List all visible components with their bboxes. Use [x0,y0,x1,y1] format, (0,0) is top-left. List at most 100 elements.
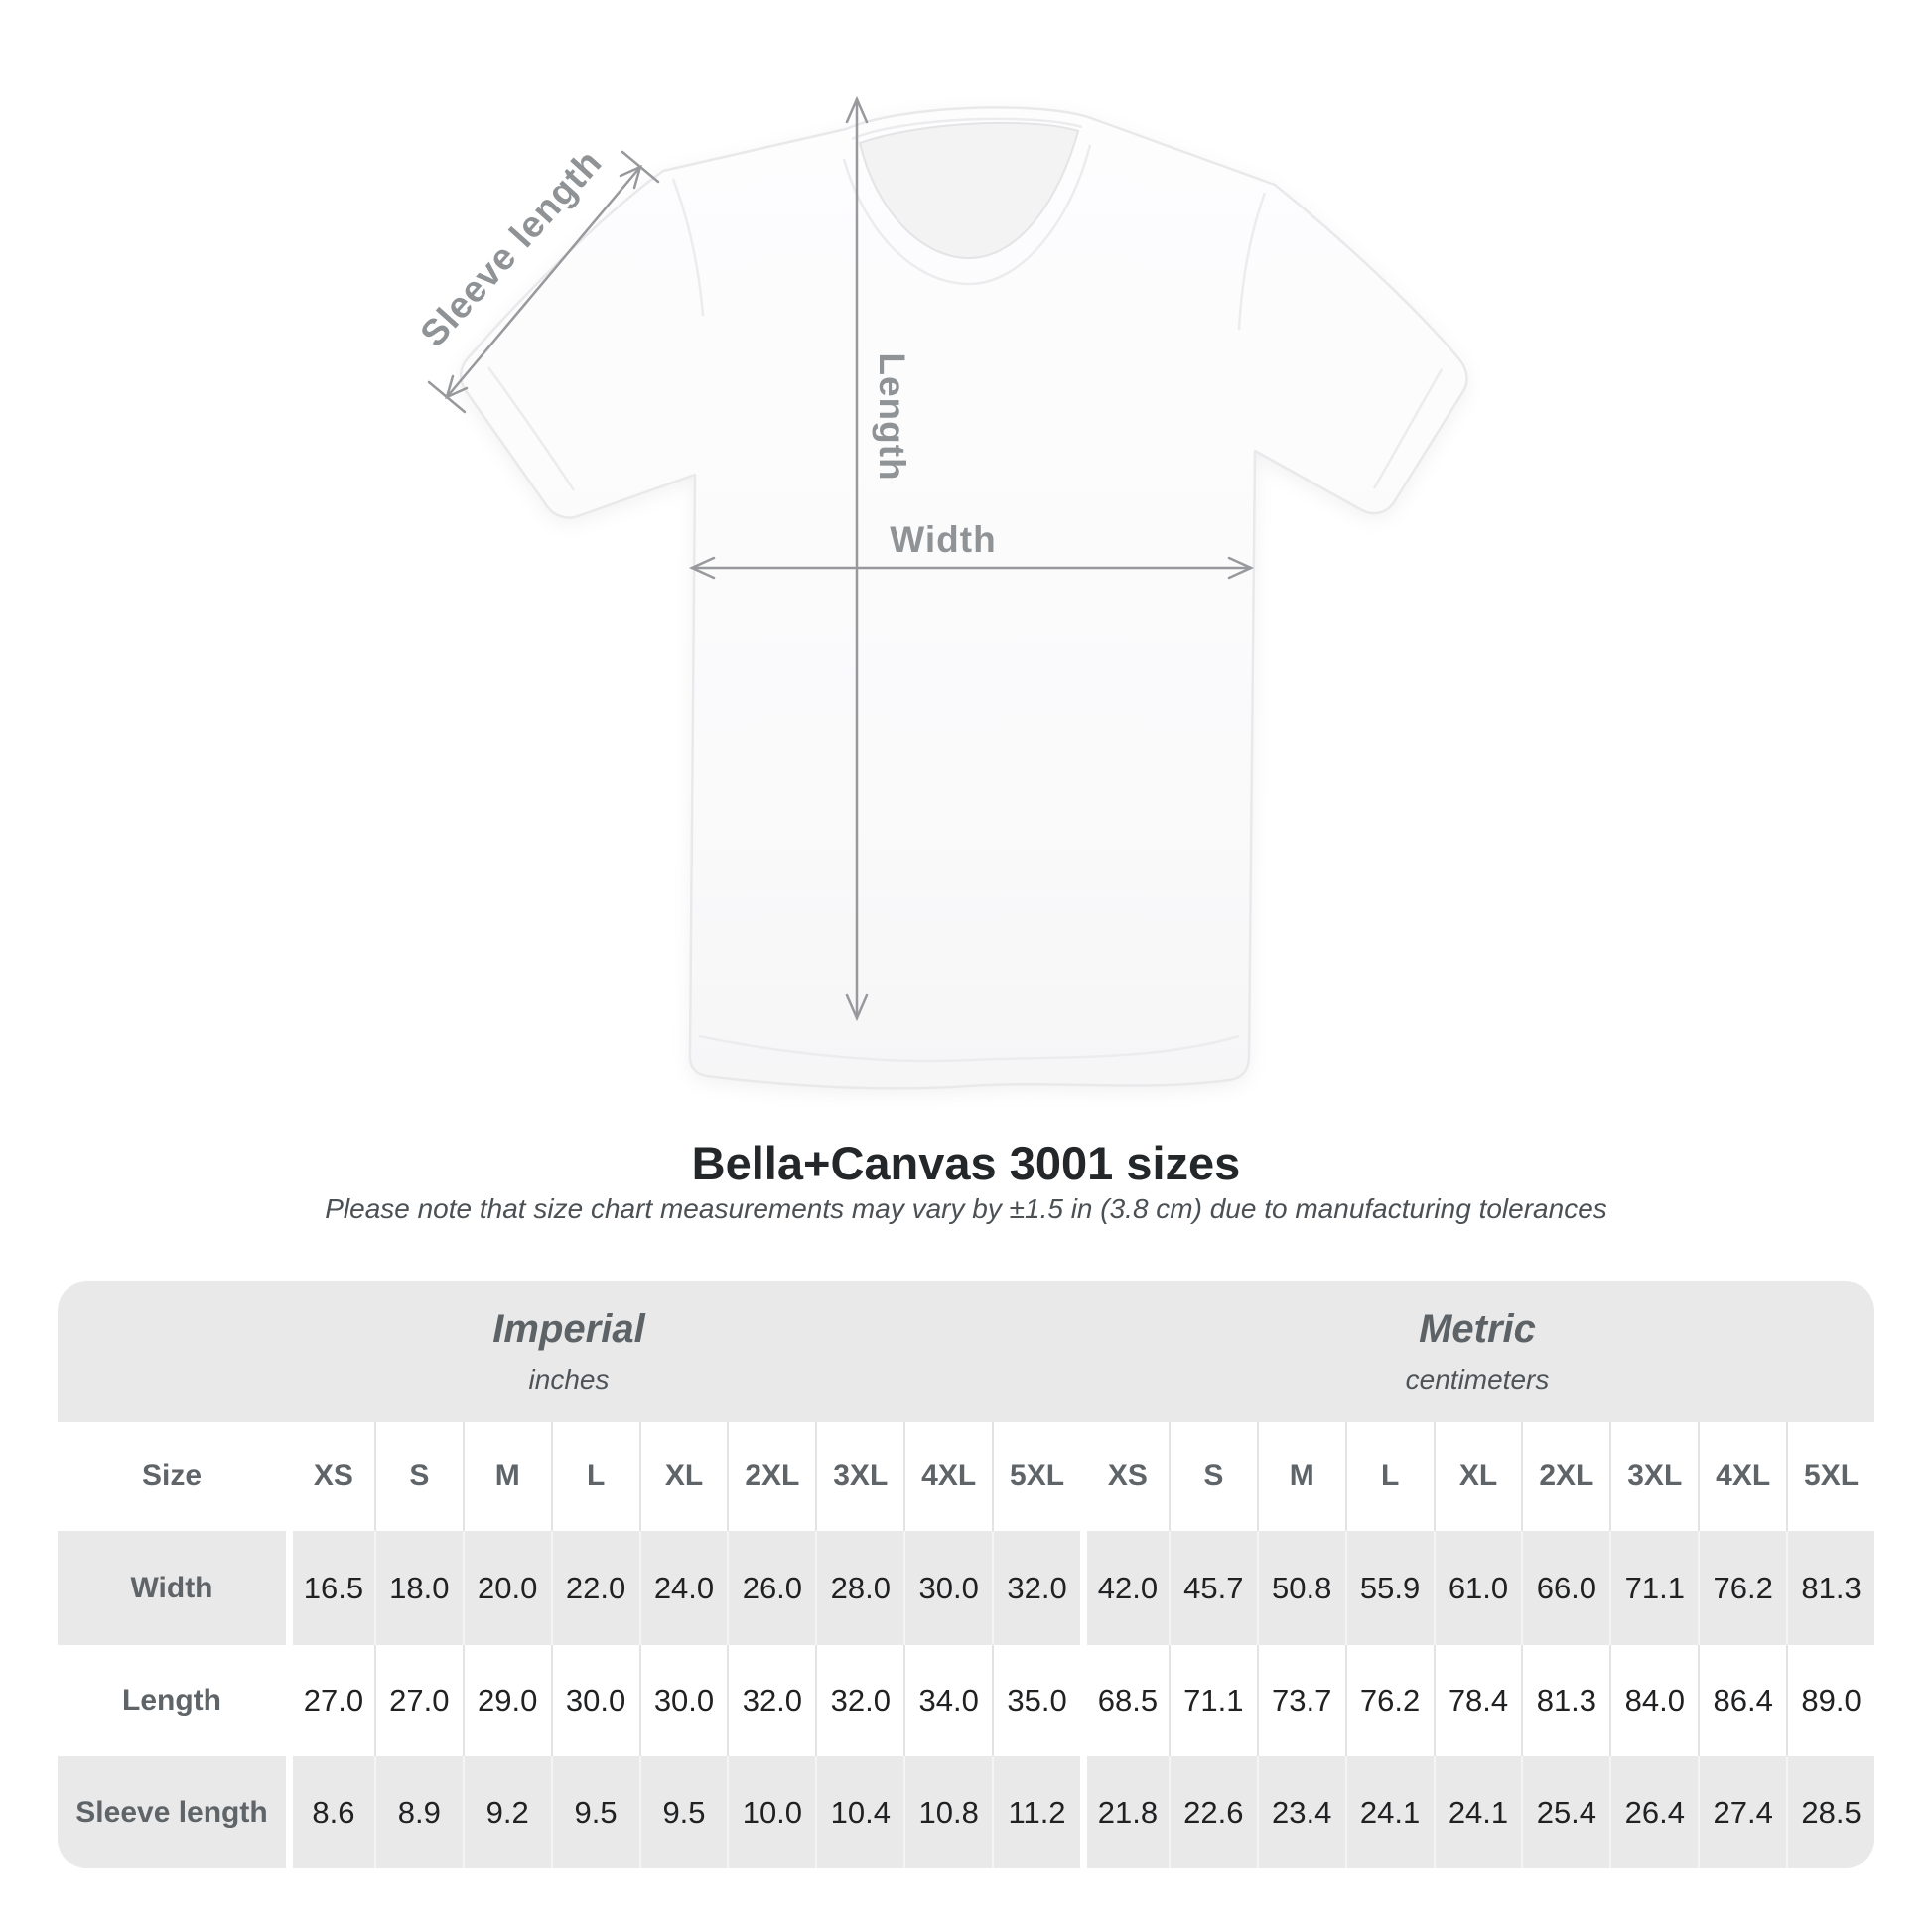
value-cell: 66.0 [1521,1531,1609,1645]
imperial-unit-label: inches [528,1363,610,1395]
size-table: Imperial inches Metric centimeters Size X… [58,1281,1874,1868]
value-cell: 81.3 [1786,1531,1874,1645]
size-header-cell: XS [286,1422,374,1531]
size-header-cell: S [1168,1422,1257,1531]
value-cell: 21.8 [1079,1756,1169,1868]
value-cell: 22.0 [550,1531,639,1645]
value-cell: 27.4 [1698,1756,1786,1868]
length-row-label: Length [122,1684,221,1717]
sleeve-length-row: Sleeve length 8.6 8.9 9.2 9.5 9.5 10.0 10.4 10.8… [58,1756,1874,1868]
size-table-rows: Size XS S M L XL 2XL 3XL 4XL 5XL XS S M L XL 2XL 3XL 4XL 5… [58,1422,1874,1868]
value-cell: 42.0 [1079,1531,1169,1645]
value-cell: 8.9 [373,1756,463,1868]
value-cell: 61.0 [1433,1531,1522,1645]
value-cell: 25.4 [1521,1756,1609,1868]
value-cell: 30.0 [903,1531,992,1645]
value-cell: 73.7 [1256,1645,1345,1756]
value-cell: 89.0 [1786,1645,1874,1756]
size-header-cell: 3XL [1609,1422,1698,1531]
size-header-cell: S [373,1422,463,1531]
size-header-row: Size XS S M L XL 2XL 3XL 4XL 5XL XS S M L XL 2XL 3XL 4XL 5… [58,1422,1874,1531]
value-cell: 86.4 [1698,1645,1786,1756]
value-cell: 35.0 [992,1645,1080,1756]
value-cell: 28.0 [815,1531,903,1645]
length-arrow [845,95,869,1022]
metric-group-header: Metric centimeters [1080,1281,1874,1422]
value-cell: 24.1 [1433,1756,1522,1868]
value-cell: 32.0 [727,1645,815,1756]
value-cell: 27.0 [286,1645,374,1756]
value-cell: 76.2 [1344,1645,1434,1756]
size-header-cell: 4XL [1698,1422,1786,1531]
value-cell: 28.5 [1786,1756,1874,1868]
tshirt-illustration [459,106,1468,1090]
size-header-cell: 2XL [727,1422,815,1531]
tshirt-diagram: Length Width Sleeve length [412,95,1468,1090]
sleeve-length-arrow [427,150,660,414]
value-cell: 16.5 [286,1531,374,1645]
value-cell: 24.1 [1344,1756,1434,1868]
value-cell: 68.5 [1079,1645,1169,1756]
size-column-header: Size [141,1459,203,1492]
value-cell: 32.0 [992,1531,1080,1645]
neckline-seam [842,144,1092,286]
hem-stitch [698,1035,1240,1063]
size-header-cell: M [1256,1422,1345,1531]
value-cell: 34.0 [903,1645,992,1756]
value-cell: 10.0 [727,1756,815,1868]
value-cell: 50.8 [1256,1531,1345,1645]
value-cell: 32.0 [815,1645,903,1756]
value-cell: 55.9 [1344,1531,1434,1645]
value-cell: 26.4 [1609,1756,1698,1868]
value-cell: 78.4 [1433,1645,1522,1756]
size-header-cell: XL [1433,1422,1522,1531]
value-cell: 30.0 [638,1645,728,1756]
size-header-cell: 3XL [815,1422,903,1531]
size-header-cell: 4XL [903,1422,992,1531]
value-cell: 76.2 [1698,1531,1786,1645]
value-cell: 20.0 [462,1531,551,1645]
page-title: Bella+Canvas 3001 sizes [691,1137,1241,1189]
value-cell: 30.0 [550,1645,639,1756]
value-cell: 81.3 [1521,1645,1609,1756]
units-band: Imperial inches Metric centimeters [58,1281,1874,1422]
width-label: Width [890,519,996,560]
value-cell: 8.6 [286,1756,374,1868]
value-cell: 23.4 [1256,1756,1345,1868]
size-header-cell: L [550,1422,639,1531]
collar-seam [851,117,1083,141]
size-header-cell: XS [1079,1422,1169,1531]
sleeve-length-row-label: Sleeve length [75,1795,268,1829]
value-cell: 29.0 [462,1645,551,1756]
length-label: Length [872,352,912,481]
collar-opening [858,121,1080,260]
size-header-cell: L [1344,1422,1434,1531]
size-header-cell: 5XL [1786,1422,1874,1531]
length-row: Length 27.0 27.0 29.0 30.0 30.0 32.0 32.0 34.0 35… [58,1645,1874,1756]
left-cuff-seam [486,366,576,491]
width-row-label: Width [130,1571,213,1604]
metric-unit-label: centimeters [1405,1363,1550,1395]
tolerance-note: Please note that size chart measurements… [325,1193,1607,1224]
value-cell: 10.4 [815,1756,903,1868]
value-cell: 24.0 [638,1531,728,1645]
value-cell: 45.7 [1168,1531,1257,1645]
size-header-cell: 2XL [1521,1422,1609,1531]
size-header-cell: XL [638,1422,728,1531]
value-cell: 26.0 [727,1531,815,1645]
value-cell: 27.0 [373,1645,463,1756]
size-header-cell: 5XL [992,1422,1080,1531]
imperial-label: Imperial [492,1307,645,1351]
width-row: Width 16.5 18.0 20.0 22.0 24.0 26.0 28.0 30.0 32.… [58,1531,1874,1645]
value-cell: 9.5 [550,1756,639,1868]
value-cell: 11.2 [992,1756,1080,1868]
size-header-cell: M [462,1422,551,1531]
value-cell: 9.2 [462,1756,551,1868]
width-arrow [688,556,1255,580]
value-cell: 18.0 [373,1531,463,1645]
right-armhole-seam [1237,192,1267,331]
value-cell: 71.1 [1609,1531,1698,1645]
value-cell: 22.6 [1168,1756,1257,1868]
right-cuff-seam [1372,368,1444,489]
